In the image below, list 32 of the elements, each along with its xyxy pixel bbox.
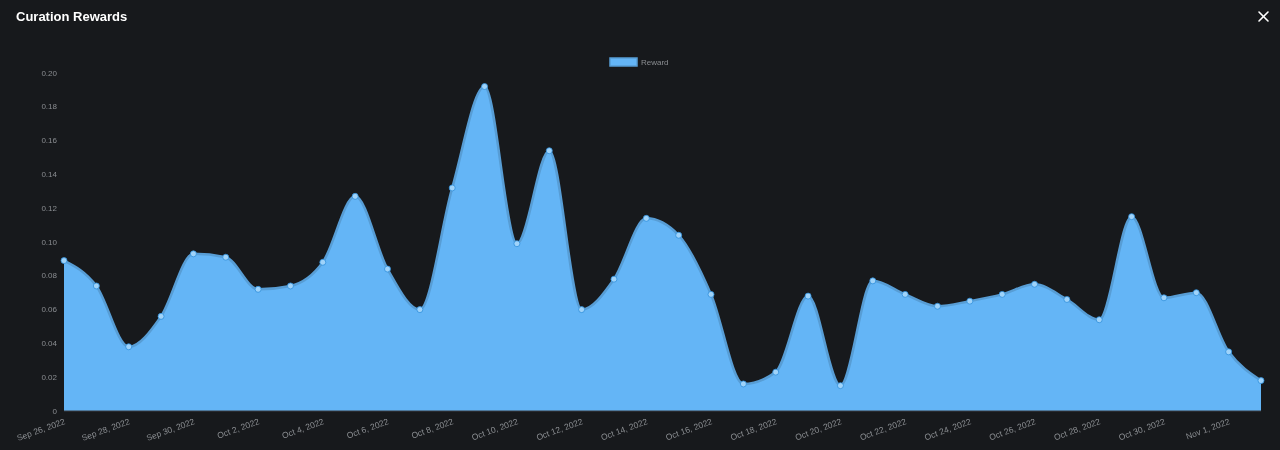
x-tick-label: Oct 18, 2022 [729, 416, 779, 443]
x-tick-label: Oct 14, 2022 [599, 416, 650, 443]
x-tick-label: Sep 28, 2022 [80, 416, 132, 443]
x-tick-label: Oct 24, 2022 [923, 416, 973, 443]
y-tick-label: 0.04 [41, 338, 58, 348]
y-tick-label: 0.10 [41, 237, 58, 247]
y-tick-label: 0.12 [41, 203, 58, 213]
y-tick-label: 0.14 [41, 169, 58, 179]
y-tick-label: 0.02 [41, 372, 58, 382]
y-tick-label: 0.06 [41, 305, 58, 315]
x-tick-label: Oct 16, 2022 [664, 416, 714, 443]
x-tick-label: Oct 8, 2022 [409, 416, 455, 441]
x-tick-label: Sep 30, 2022 [144, 416, 197, 443]
x-tick-label: Sep 26, 2022 [15, 416, 67, 443]
chart-title: Curation Rewards [16, 9, 128, 24]
x-tick-label: Oct 30, 2022 [1117, 416, 1167, 443]
x-tick-label: Oct 6, 2022 [345, 416, 391, 441]
x-tick-label: Oct 4, 2022 [280, 416, 326, 441]
legend-label: Reward [641, 57, 669, 67]
x-tick-label: Oct 20, 2022 [793, 416, 844, 443]
x-tick-label: Oct 22, 2022 [858, 416, 908, 443]
x-tick-label: Nov 1, 2022 [1184, 416, 1232, 442]
y-tick-label: 0.18 [41, 102, 58, 112]
y-tick-label: 0.16 [41, 136, 58, 146]
x-tick-label: Oct 12, 2022 [534, 416, 585, 443]
x-tick-label: Oct 28, 2022 [1052, 416, 1102, 443]
y-tick-label: 0.08 [41, 271, 58, 281]
x-tick-label: Oct 10, 2022 [470, 416, 520, 443]
y-tick-label: 0.20 [41, 68, 58, 78]
x-tick-label: Oct 26, 2022 [987, 416, 1038, 443]
x-tick-label: Oct 2, 2022 [215, 416, 261, 441]
y-tick-label: 0 [52, 406, 58, 416]
